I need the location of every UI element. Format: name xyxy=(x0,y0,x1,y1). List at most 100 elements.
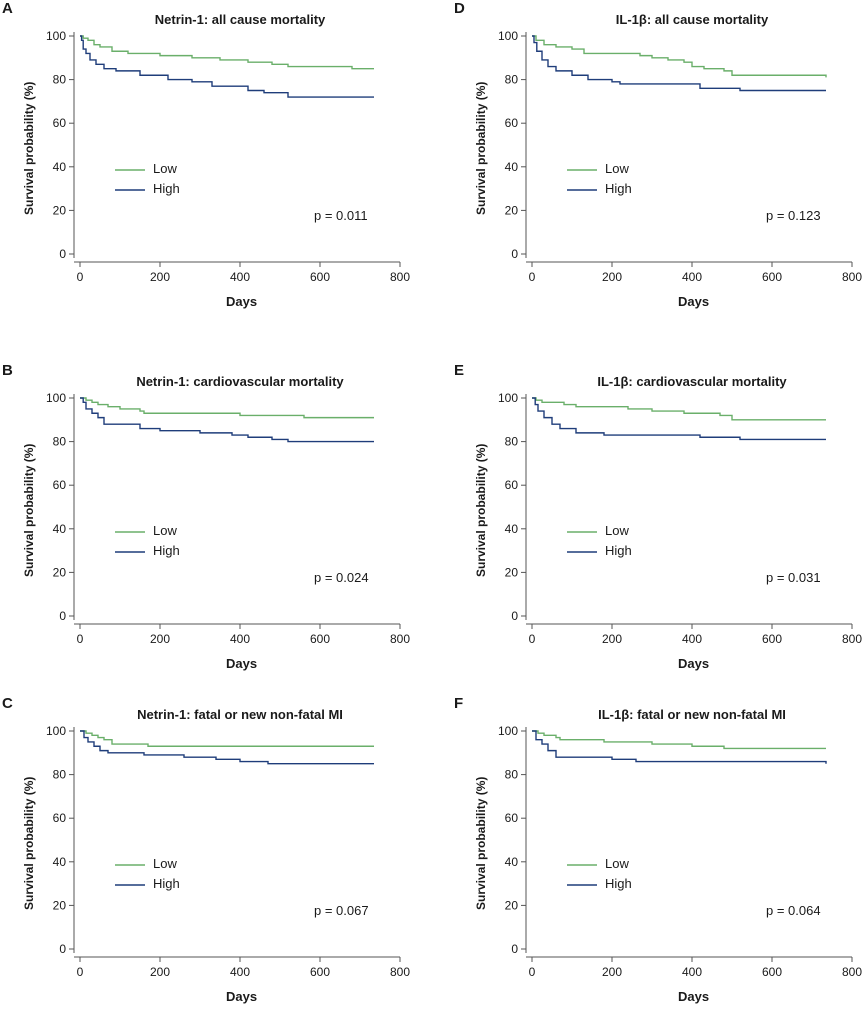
y-axis-label: Survival probability (%) xyxy=(22,443,36,577)
y-tick-label: 60 xyxy=(505,116,519,130)
chart-title: IL-1β: cardiovascular mortality xyxy=(597,374,787,389)
chart-panel-d: 0 20 40 60 80 100 0 200 400 600 800 D IL-1β: all c… xyxy=(452,0,864,340)
plot-area: 0 20 40 60 80 100 0 200 400 600 800 xyxy=(498,391,862,646)
y-tick-label: 20 xyxy=(53,203,67,217)
panel-letter: F xyxy=(454,695,464,712)
chart-title: Netrin-1: cardiovascular mortality xyxy=(136,374,344,389)
panel-letter: E xyxy=(454,362,465,379)
series-line-high xyxy=(532,730,827,764)
legend-high-label: High xyxy=(605,181,632,196)
y-axis-label: Survival probability (%) xyxy=(474,81,488,215)
x-tick-label: 200 xyxy=(150,632,170,646)
y-tick-label: 100 xyxy=(46,724,66,738)
x-tick-label: 800 xyxy=(390,632,410,646)
x-tick-label: 400 xyxy=(682,632,702,646)
legend-low-label: Low xyxy=(153,856,177,871)
legend-high-label: High xyxy=(605,543,632,558)
legend-low-label: Low xyxy=(605,523,629,538)
y-tick-label: 80 xyxy=(53,73,67,87)
x-tick-label: 200 xyxy=(602,632,622,646)
x-tick-label: 0 xyxy=(529,965,536,979)
x-tick-label: 0 xyxy=(77,632,84,646)
x-tick-label: 400 xyxy=(682,270,702,284)
y-tick-label: 100 xyxy=(46,29,66,43)
x-tick-label: 400 xyxy=(230,965,250,979)
y-tick-label: 100 xyxy=(498,29,518,43)
chart-panel-f: 0 20 40 60 80 100 0 200 400 600 800 F IL-1β: fatal… xyxy=(452,695,864,1035)
series-line-high xyxy=(532,397,826,441)
series-line-high xyxy=(532,35,826,92)
plot-area: 0 20 40 60 80 100 0 200 400 600 800 xyxy=(46,391,410,646)
legend-low-label: Low xyxy=(605,856,629,871)
series-line-low xyxy=(80,397,374,419)
y-axis-label: Survival probability (%) xyxy=(22,776,36,910)
x-axis-label: Days xyxy=(226,989,258,1004)
x-tick-label: 800 xyxy=(842,965,862,979)
x-tick-label: 200 xyxy=(602,965,622,979)
plot-area: 0 20 40 60 80 100 0 200 400 600 800 xyxy=(498,724,862,979)
y-tick-label: 60 xyxy=(53,116,67,130)
series-line-low xyxy=(80,35,374,70)
plot-area: 0 20 40 60 80 100 0 200 400 600 800 xyxy=(498,29,862,284)
y-tick-label: 80 xyxy=(505,435,519,449)
p-value: p = 0.067 xyxy=(314,903,369,918)
x-tick-label: 800 xyxy=(842,632,862,646)
x-tick-label: 800 xyxy=(390,270,410,284)
x-tick-label: 600 xyxy=(762,270,782,284)
y-tick-label: 40 xyxy=(505,160,519,174)
panel-letter: D xyxy=(454,0,465,17)
p-value: p = 0.011 xyxy=(314,208,368,223)
series-line-high xyxy=(80,397,374,443)
x-tick-label: 800 xyxy=(390,965,410,979)
p-value: p = 0.024 xyxy=(314,570,369,585)
y-tick-label: 20 xyxy=(505,203,519,217)
x-tick-label: 400 xyxy=(230,632,250,646)
chart-title: IL-1β: fatal or new non-fatal MI xyxy=(598,707,786,722)
x-tick-label: 200 xyxy=(150,270,170,284)
chart-panel-a: 0 20 40 60 80 100 0 200 400 600 800 A Netrin-1: al… xyxy=(0,0,432,340)
x-tick-label: 400 xyxy=(230,270,250,284)
chart-title: Netrin-1: fatal or new non-fatal MI xyxy=(137,707,343,722)
p-value: p = 0.123 xyxy=(766,208,821,223)
p-value: p = 0.064 xyxy=(766,903,821,918)
legend-low-label: Low xyxy=(605,161,629,176)
series-line-low xyxy=(532,35,827,78)
y-tick-label: 20 xyxy=(53,565,67,579)
y-tick-label: 60 xyxy=(505,811,519,825)
x-tick-label: 600 xyxy=(310,270,330,284)
x-tick-label: 0 xyxy=(529,632,536,646)
y-tick-label: 80 xyxy=(505,768,519,782)
legend-high-label: High xyxy=(153,181,180,196)
x-tick-label: 600 xyxy=(762,965,782,979)
y-tick-label: 60 xyxy=(505,478,519,492)
plot-area: 0 20 40 60 80 100 0 200 400 600 800 xyxy=(46,724,410,979)
y-tick-label: 0 xyxy=(59,247,66,261)
chart-panel-e: 0 20 40 60 80 100 0 200 400 600 800 E IL-1β: cardi… xyxy=(452,362,864,702)
p-value: p = 0.031 xyxy=(766,570,821,585)
x-axis-label: Days xyxy=(678,989,710,1004)
x-tick-label: 0 xyxy=(529,270,536,284)
y-tick-label: 40 xyxy=(505,855,519,869)
y-tick-label: 0 xyxy=(511,247,518,261)
y-tick-label: 80 xyxy=(53,768,67,782)
x-tick-label: 600 xyxy=(310,632,330,646)
legend-low-label: Low xyxy=(153,523,177,538)
series-line-high xyxy=(80,730,374,765)
series-line-low xyxy=(532,730,826,750)
x-tick-label: 200 xyxy=(602,270,622,284)
legend-high-label: High xyxy=(153,876,180,891)
x-axis-label: Days xyxy=(678,294,710,309)
y-tick-label: 100 xyxy=(46,391,66,405)
y-tick-label: 0 xyxy=(59,609,66,623)
x-axis-label: Days xyxy=(678,656,710,671)
chart-title: Netrin-1: all cause mortality xyxy=(154,12,326,27)
x-tick-label: 0 xyxy=(77,965,84,979)
panel-letter: B xyxy=(2,362,13,379)
y-tick-label: 0 xyxy=(59,942,66,956)
y-tick-label: 20 xyxy=(505,565,519,579)
series-line-low xyxy=(532,397,826,421)
y-tick-label: 40 xyxy=(53,855,67,869)
y-tick-label: 20 xyxy=(53,898,67,912)
legend-high-label: High xyxy=(605,876,632,891)
x-tick-label: 800 xyxy=(842,270,862,284)
